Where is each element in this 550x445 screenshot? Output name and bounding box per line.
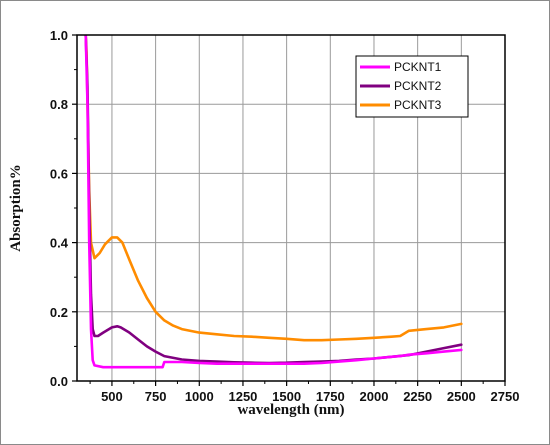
x-tick-label: 1750 [316, 389, 345, 404]
series-lines [84, 35, 463, 369]
series-line-pcknt1 [84, 35, 463, 369]
x-tick-label: 1250 [228, 389, 257, 404]
legend-label-pcknt1: PCKNT1 [394, 60, 442, 74]
x-axis-title: wavelength (nm) [237, 402, 344, 418]
axis-ticks [72, 34, 506, 386]
x-tick-label: 2000 [360, 389, 389, 404]
x-tick-label: 2750 [491, 389, 520, 404]
y-axis-title: Absorption% [8, 164, 24, 252]
series-line-pcknt3 [84, 35, 463, 342]
x-tick-label: 2250 [403, 389, 432, 404]
x-tick-label: 750 [145, 389, 167, 404]
y-tick-label: 0.6 [50, 166, 68, 181]
x-tick-label: 1500 [272, 389, 301, 404]
legend-label-pcknt3: PCKNT3 [394, 98, 442, 112]
legend: PCKNT1 PCKNT2 PCKNT3 [355, 55, 469, 118]
legend-label-pcknt2: PCKNT2 [394, 79, 442, 93]
x-tick-label: 2500 [447, 389, 476, 404]
tick-labels: 500 750 1000 1250 1500 1750 2000 2250 2500 2750 0.… [50, 28, 520, 404]
y-tick-label: 1.0 [50, 28, 68, 43]
y-tick-label: 0.4 [50, 236, 69, 251]
y-tick-label: 0.8 [50, 97, 68, 112]
x-tick-label: 1000 [185, 389, 214, 404]
x-tick-label: 500 [101, 389, 123, 404]
y-tick-label: 0.2 [50, 305, 68, 320]
y-tick-label: 0.0 [50, 374, 68, 389]
